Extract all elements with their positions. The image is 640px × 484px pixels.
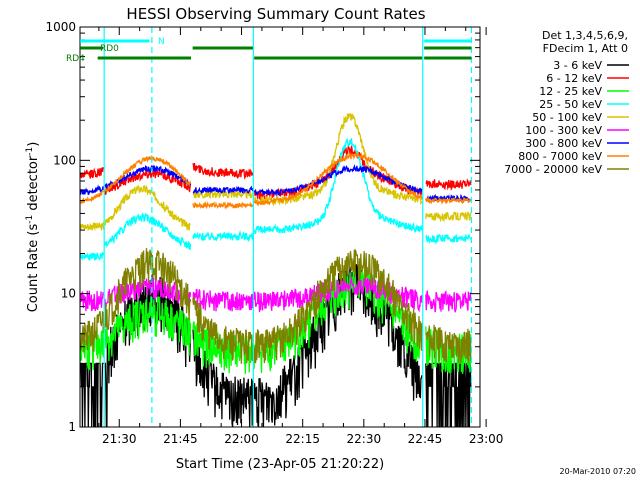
footer-timestamp: 20-Mar-2010 07:20 <box>560 467 637 476</box>
legend-label: 6 - 12 keV <box>546 72 602 85</box>
series-line-3-6-kev <box>425 362 472 427</box>
series-line-800-7000-kev <box>253 151 423 207</box>
legend-label: 12 - 25 keV <box>539 85 602 98</box>
series-line-25-50-kev <box>192 229 254 243</box>
legend-label: 800 - 7000 keV <box>518 150 602 163</box>
flag-label-rd0: RD0 <box>100 44 119 54</box>
x-tick-label: 22:45 <box>408 432 443 446</box>
series-line-100-300-kev <box>192 288 254 312</box>
plot-frame <box>79 26 481 428</box>
series-line-50-100-kev <box>80 221 105 232</box>
series-line-25-50-kev <box>253 137 423 235</box>
series-line-300-800-kev <box>253 164 423 197</box>
x-tick-label: 22:30 <box>347 432 382 446</box>
flag-bars: N RD0 RD4 <box>66 37 472 64</box>
series-line-100-300-kev <box>80 290 105 312</box>
x-tick-label: 21:30 <box>102 432 137 446</box>
series-line-6-12-kev <box>80 167 105 179</box>
legend-label: 7000 - 20000 keV <box>504 163 602 176</box>
series-line-50-100-kev <box>425 211 472 223</box>
series-line-300-800-kev <box>104 164 192 190</box>
series-line-100-300-kev <box>425 290 472 313</box>
series-line-800-7000-kev <box>192 200 254 210</box>
legend-label: 300 - 800 keV <box>525 137 602 150</box>
series-line-800-7000-kev <box>80 189 104 205</box>
legend-label: 3 - 6 keV <box>553 59 602 72</box>
y-tick-label: 1000 <box>45 20 76 34</box>
series-line-300-800-kev <box>192 185 254 195</box>
series-line-7000-20000-kev <box>80 310 105 353</box>
flag-label-rd4: RD4 <box>66 54 85 64</box>
y-tick-label: 100 <box>53 153 76 167</box>
legend: Det 1,3,4,5,6,9, FDecim 1, Att 0 3 - 6 k… <box>504 29 629 176</box>
x-tick-label: 22:15 <box>285 432 320 446</box>
series-line-25-50-kev <box>80 251 105 262</box>
legend-label: 50 - 100 keV <box>532 111 602 124</box>
x-tick-label: 21:45 <box>163 432 198 446</box>
series-line-7000-20000-kev <box>192 296 254 364</box>
y-tick-label: 1 <box>68 420 76 434</box>
series-line-800-7000-kev <box>104 154 192 193</box>
x-tick-label: 22:00 <box>224 432 259 446</box>
flag-label-n: N <box>158 37 165 47</box>
legend-label: 25 - 50 keV <box>539 98 602 111</box>
series-line-12-25-kev <box>104 296 192 362</box>
series-line-6-12-kev <box>425 178 472 191</box>
legend-header-line-2: FDecim 1, Att 0 <box>543 42 628 55</box>
series-line-25-50-kev <box>104 212 192 251</box>
series-line-7000-20000-kev <box>425 324 472 364</box>
series-line-25-50-kev <box>425 233 471 245</box>
series-line-3-6-kev <box>80 362 104 427</box>
chart-title: HESSI Observing Summary Count Rates <box>126 5 425 23</box>
series-line-3-6-kev <box>253 259 423 427</box>
series-line-50-100-kev <box>104 184 191 232</box>
x-axis-label: Start Time (23-Apr-05 21:20:22) <box>176 457 384 472</box>
series-line-6-12-kev <box>192 163 254 180</box>
y-tick-label: 10 <box>61 287 76 301</box>
series-line-7000-20000-kev <box>104 248 192 330</box>
series-line-7000-20000-kev <box>253 248 423 364</box>
series-line-800-7000-kev <box>425 196 472 206</box>
legend-label: 100 - 300 keV <box>525 124 602 137</box>
y-axis-label: Count Rate (s-1 detector-1) <box>25 142 41 313</box>
x-tick-label: 23:00 <box>469 432 504 446</box>
legend-header-line-1: Det 1,3,4,5,6,9, <box>542 29 628 42</box>
series-line-3-6-kev <box>192 329 254 427</box>
